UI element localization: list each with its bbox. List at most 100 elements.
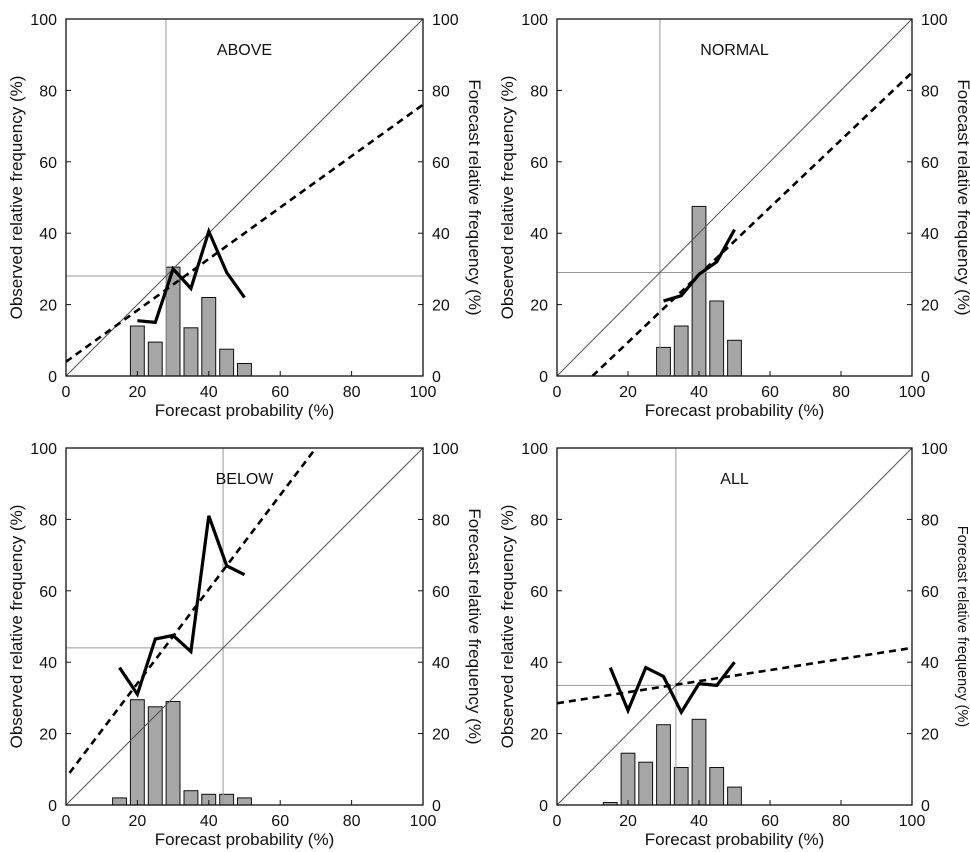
y2-tick-label: 20 [432, 727, 450, 744]
y2-tick-label: 60 [921, 155, 939, 172]
x-axis-label: Forecast probability (%) [155, 401, 335, 420]
x-tick-label: 40 [200, 813, 218, 830]
histogram-bar [147, 341, 163, 377]
panel-title: ABOVE [217, 42, 272, 59]
y2-tick-label: 20 [921, 727, 939, 744]
y2-tick-label: 40 [921, 226, 939, 243]
y-tick-label: 100 [521, 441, 548, 458]
x-tick-label: 60 [761, 813, 779, 830]
histogram-bar [201, 297, 217, 377]
x-tick-label: 60 [271, 384, 289, 401]
histogram-bar [727, 339, 742, 377]
y2-tick-label: 0 [432, 798, 441, 815]
y2-tick-label: 40 [432, 655, 450, 672]
regression-line [591, 71, 912, 376]
y-tick-label: 20 [39, 298, 57, 315]
x-tick-label: 0 [553, 813, 562, 830]
histogram-bar [219, 793, 235, 806]
histogram-bar [183, 790, 199, 806]
y-tick-label: 40 [530, 655, 548, 672]
y-tick-label: 40 [39, 655, 57, 672]
x-tick-label: 20 [129, 384, 147, 401]
y-axis-label: Observed relative frequency (%) [7, 76, 26, 320]
y2-tick-label: 0 [921, 369, 930, 386]
y2-tick-label: 80 [921, 512, 939, 529]
plot-frame [65, 18, 424, 377]
y2-tick-label: 80 [921, 83, 939, 100]
x-tick-label: 20 [129, 813, 147, 830]
histogram-bar [237, 797, 252, 806]
y2-tick-label: 100 [432, 12, 459, 29]
panel-title: NORMAL [700, 42, 769, 59]
perfect-reliability-diagonal [65, 18, 424, 377]
y-tick-label: 100 [30, 441, 57, 458]
regression-line [68, 448, 317, 774]
y2-tick-label: 0 [921, 798, 930, 815]
y-tick-label: 40 [530, 226, 548, 243]
histogram-bar [219, 348, 235, 377]
x-tick-label: 0 [62, 384, 71, 401]
plot-frame [556, 18, 913, 377]
panel-title: BELOW [216, 471, 275, 488]
y2-tick-label: 0 [432, 369, 441, 386]
y-tick-label: 60 [530, 584, 548, 601]
x-tick-label: 20 [619, 813, 637, 830]
histogram-bar [129, 699, 145, 806]
y2-tick-label: 20 [432, 298, 450, 315]
y2-tick-label: 60 [432, 155, 450, 172]
perfect-reliability-diagonal [65, 447, 424, 806]
histogram-bar [237, 363, 252, 377]
plot-frame [65, 447, 424, 806]
x-axis-label: Forecast probability (%) [155, 830, 335, 849]
plot-frame [556, 447, 913, 806]
y2-tick-label: 40 [921, 655, 939, 672]
x-tick-label: 0 [62, 813, 71, 830]
x-tick-label: 40 [200, 384, 218, 401]
y-axis-label: Observed relative frequency (%) [7, 505, 26, 749]
x-tick-label: 20 [619, 384, 637, 401]
histogram-bar [673, 325, 689, 377]
x-tick-label: 100 [899, 813, 926, 830]
y2-tick-label: 100 [921, 441, 948, 458]
reliability-curve [608, 661, 736, 716]
y2-tick-label: 100 [921, 12, 948, 29]
y2-axis-label: Forecast relative frequency (%) [465, 508, 484, 744]
histogram-bar [709, 767, 725, 806]
x-tick-label: 100 [410, 813, 437, 830]
x-tick-label: 40 [690, 384, 708, 401]
x-tick-label: 80 [343, 384, 361, 401]
y-tick-label: 0 [48, 798, 57, 815]
regression-line [66, 103, 423, 363]
y2-tick-label: 60 [432, 584, 450, 601]
histogram-bar [727, 786, 742, 806]
histogram-bar [129, 325, 145, 377]
y-tick-label: 0 [48, 369, 57, 386]
y-tick-label: 80 [39, 83, 57, 100]
x-tick-label: 60 [271, 813, 289, 830]
y2-tick-label: 20 [921, 298, 939, 315]
y-tick-label: 80 [530, 512, 548, 529]
y2-axis-label: Forecast relative frequency (%) [465, 79, 484, 315]
y-tick-label: 60 [39, 155, 57, 172]
y-tick-label: 40 [39, 226, 57, 243]
y2-tick-label: 60 [921, 584, 939, 601]
histogram-bar [147, 706, 163, 806]
histogram-bar [656, 346, 671, 377]
reliability-curve [137, 226, 246, 325]
histogram-bar [165, 701, 181, 806]
perfect-reliability-diagonal [556, 18, 913, 377]
y-tick-label: 100 [30, 12, 57, 29]
regression-line [557, 646, 912, 705]
y-tick-label: 0 [539, 369, 548, 386]
y-tick-label: 80 [530, 83, 548, 100]
reliability-curve [118, 515, 246, 698]
y-axis-label: Observed relative frequency (%) [498, 505, 517, 749]
x-tick-label: 0 [553, 384, 562, 401]
histogram-bar [620, 752, 636, 806]
y-axis-label: Observed relative frequency (%) [498, 76, 517, 320]
x-tick-label: 60 [761, 384, 779, 401]
